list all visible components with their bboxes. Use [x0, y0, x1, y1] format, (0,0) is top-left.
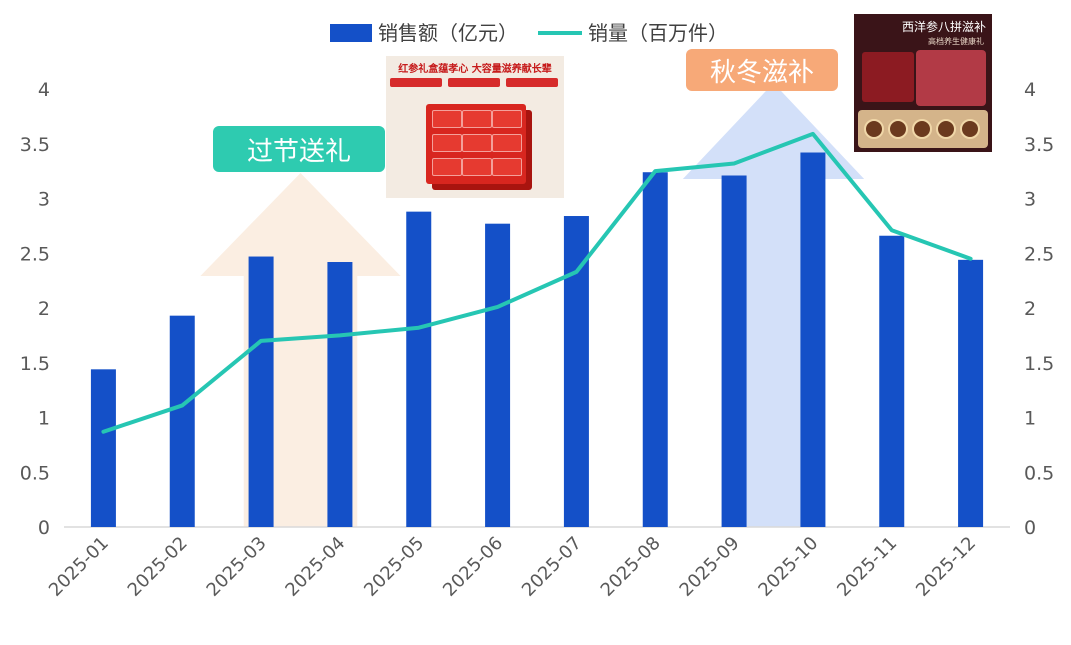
- y-tick-label-right: 1: [1024, 408, 1036, 430]
- x-tick-label: 2025-01: [45, 533, 113, 601]
- x-tick-label: 2025-03: [203, 533, 271, 601]
- y-tick-label-left: 3: [38, 189, 50, 211]
- x-tick-label: 2025-05: [360, 533, 428, 601]
- bar: [642, 172, 668, 527]
- y-tick-label-right: 1.5: [1024, 353, 1054, 375]
- y-tick-label-right: 0: [1024, 517, 1036, 539]
- y-tick-label-left: 3.5: [20, 134, 50, 156]
- ginseng-gift-set-photo: 西洋参八拼滋补 高档养生健康礼: [854, 14, 992, 152]
- legend: 销售额（亿元） 销量（百万件）: [330, 21, 728, 45]
- legend-swatch-bar: [330, 24, 372, 42]
- promo-title: 西洋参八拼滋补: [901, 20, 986, 34]
- y-tick-label-right: 4: [1024, 79, 1036, 101]
- y-tick-label-left: 2: [38, 298, 50, 320]
- red-ginseng-gift-box-photo: 红参礼盒蕴孝心 大容量滋养献长辈: [386, 56, 564, 198]
- bar: [800, 152, 826, 527]
- x-tick-label: 2025-06: [439, 533, 507, 601]
- bar: [248, 256, 274, 527]
- y-tick-label-right: 3.5: [1024, 134, 1054, 156]
- x-tick-label: 2025-02: [124, 533, 192, 601]
- annotation-gift-giving: 过节送礼: [213, 126, 385, 172]
- y-tick-label-right: 2: [1024, 298, 1036, 320]
- y-tick-label-left: 0.5: [20, 462, 50, 484]
- y-tick-label-right: 2.5: [1024, 243, 1054, 265]
- x-tick-label: 2025-11: [833, 533, 901, 601]
- y-tick-label-left: 4: [38, 79, 50, 101]
- x-tick-label: 2025-12: [912, 533, 980, 601]
- bar: [327, 262, 353, 527]
- annotation-arrow-autumn-winter: [682, 83, 865, 527]
- y-tick-label-left: 1: [38, 408, 50, 430]
- annotation-arrow-gift-giving: [200, 173, 401, 527]
- x-tick-label: 2025-10: [754, 533, 822, 601]
- x-tick-label: 2025-08: [597, 533, 665, 601]
- x-axis-ticks: 2025-01 2025-02 2025-03 2025-04 2025-05 2025-…: [45, 533, 980, 601]
- annotation-autumn-winter-tonic: 秋冬滋补: [686, 49, 838, 91]
- y-tick-label-left: 1.5: [20, 353, 50, 375]
- legend-label-line: 销量（百万件）: [588, 21, 728, 45]
- y-tick-label-right: 3: [1024, 189, 1036, 211]
- y-tick-label-right: 0.5: [1024, 462, 1054, 484]
- bar: [90, 369, 116, 527]
- promo-subtitle: 高档养生健康礼: [928, 37, 984, 46]
- bar: [563, 216, 589, 527]
- x-tick-label: 2025-07: [518, 533, 586, 601]
- y-tick-label-left: 2.5: [20, 243, 50, 265]
- y-tick-label-left: 0: [38, 517, 50, 539]
- left-axis-ticks: 0 0.5 1 1.5 2 2.5 3 3.5 4: [20, 79, 50, 539]
- x-tick-label: 2025-04: [281, 533, 349, 601]
- bar: [406, 211, 432, 527]
- x-tick-label: 2025-09: [676, 533, 744, 601]
- line-series: [101, 131, 973, 434]
- bar: [721, 175, 747, 527]
- bar: [485, 223, 511, 527]
- bar: [958, 259, 984, 527]
- bar-series: [90, 152, 984, 528]
- right-axis-ticks: 0 0.5 1 1.5 2 2.5 3 3.5 4: [1024, 79, 1054, 539]
- bar: [169, 315, 195, 527]
- promo-headline: 红参礼盒蕴孝心 大容量滋养献长辈: [398, 64, 552, 75]
- sales-volume-line: [101, 131, 973, 434]
- bar: [879, 235, 905, 528]
- legend-label-bar: 销售额（亿元）: [378, 21, 518, 45]
